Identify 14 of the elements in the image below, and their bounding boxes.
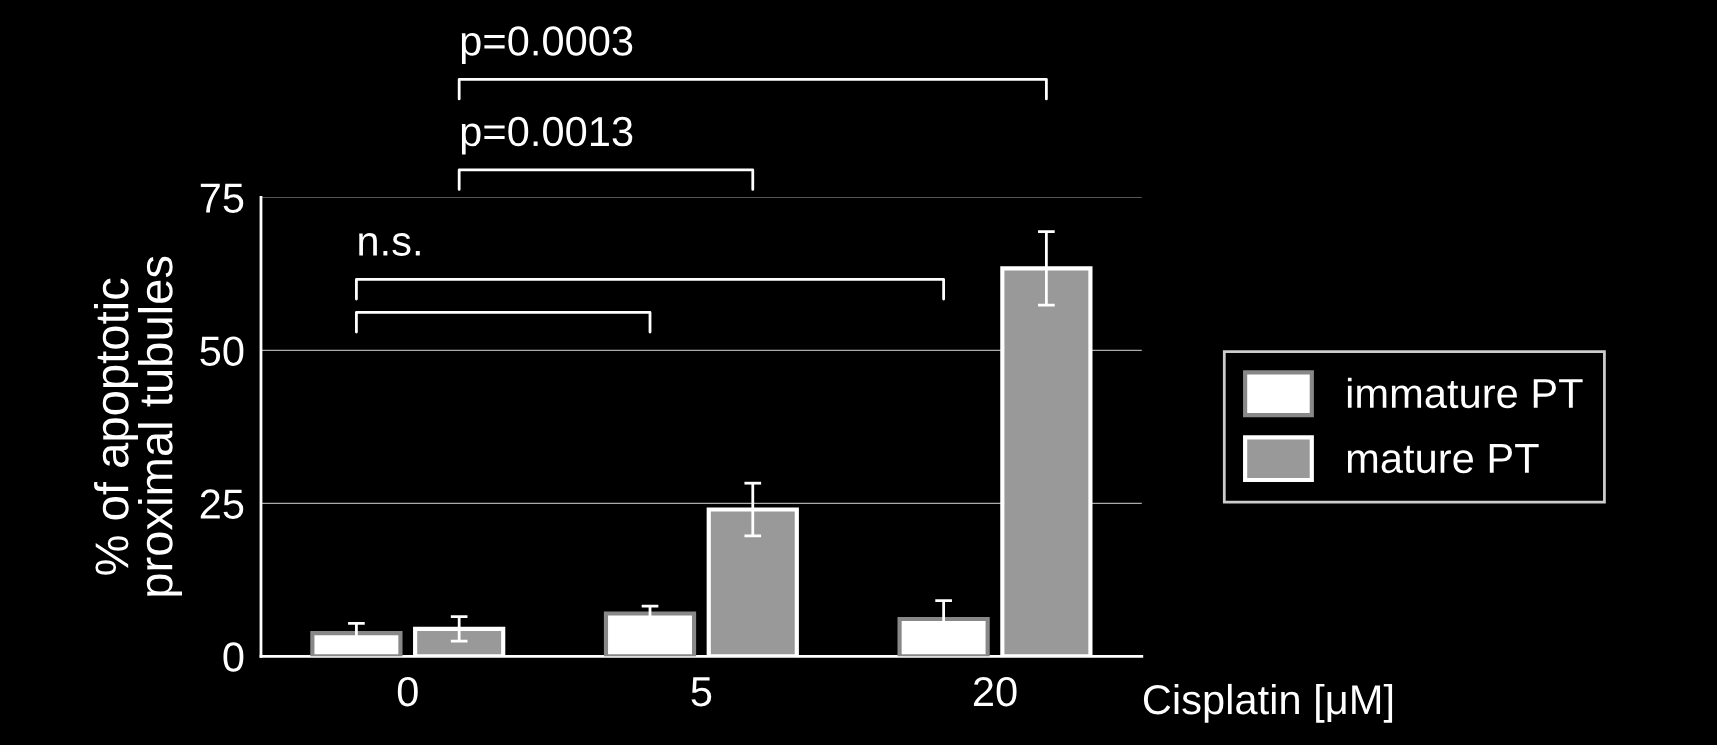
annotation: n.s.: [359, 233, 420, 256]
y-axis-title: % of apoptotic proximal tubules: [93, 256, 182, 596]
x-axis-title: Cisplatin [μM]: [1143, 683, 1393, 723]
text: p=0.0003: [461, 26, 633, 65]
legend-label: mature PT: [1347, 444, 1539, 474]
y-tick-label: 0: [223, 642, 244, 672]
y-tick-label: 25: [200, 489, 244, 519]
x-tick-label: 5: [691, 677, 712, 707]
y-tick-label: 50: [200, 336, 244, 366]
x-tick-label: 20: [973, 676, 1017, 707]
x-tick-label: 0: [397, 676, 418, 707]
legend-label: immature PT: [1347, 377, 1583, 409]
y-tick-label: 75: [200, 183, 244, 213]
text: p=0.0013: [461, 116, 633, 155]
